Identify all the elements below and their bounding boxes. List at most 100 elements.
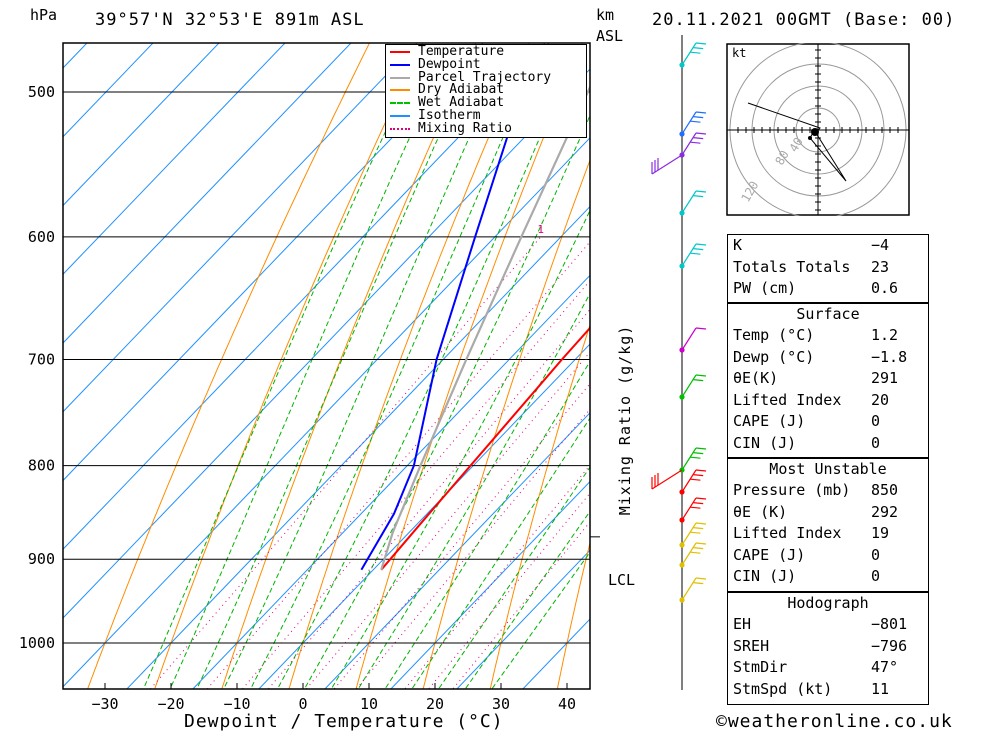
- parcel-trajectory-series: [380, 84, 590, 571]
- hodograph-stats-box: Hodograph EH −801 SREH −796 StmDir 47° StmSpd …: [727, 592, 929, 705]
- info-label: Lifted Index: [733, 390, 842, 409]
- indices-box: K −4 Totals Totals 23 PW (cm) 0.6: [727, 234, 929, 303]
- info-row: K −4: [728, 235, 928, 257]
- temperature-series: [380, 326, 590, 571]
- wind-barb-feather: [693, 502, 704, 505]
- wet-adiabat-line: [196, 43, 482, 689]
- legend-swatch: [390, 63, 410, 66]
- wind-barb-icon: [681, 447, 707, 471]
- wind-barb-feather: [693, 137, 704, 140]
- hodograph-ring-label: 40: [786, 135, 805, 155]
- info-value: 0: [871, 567, 881, 585]
- info-value: 47°: [871, 658, 899, 676]
- info-row: StmSpd (kt) 11: [728, 679, 928, 701]
- mixing-ratio-line: [149, 236, 542, 689]
- pressure-tick-label: 900: [28, 550, 55, 568]
- wind-barb-feather: [693, 116, 704, 119]
- copyright[interactable]: ©weatheronline.co.uk: [716, 711, 953, 732]
- info-row: θE(K) 291: [728, 368, 928, 390]
- dry-adiabat-line: [87, 43, 371, 689]
- isotherm-line: [63, 137, 590, 688]
- isotherm-line: [63, 43, 484, 482]
- location-title: 39°57'N 32°53'E 891m ASL: [95, 10, 365, 30]
- info-row: EH −801: [728, 614, 928, 636]
- wind-barb-icon: [681, 497, 707, 521]
- info-label: StmSpd (kt): [733, 679, 833, 698]
- mixing-ratio-tick-label: 1: [537, 223, 544, 236]
- wet-adiabat-line: [384, 360, 590, 689]
- wind-barb-feather: [693, 47, 704, 50]
- wind-barb-feather: [695, 42, 707, 45]
- wind-barb-staff: [681, 327, 697, 351]
- wind-barb-feather: [695, 111, 707, 114]
- info-row: CAPE (J) 0: [728, 411, 928, 433]
- wind-barb-feather: [690, 456, 701, 459]
- dewpoint-series: [360, 91, 523, 571]
- legend-swatch: [390, 115, 410, 117]
- info-value: −1.8: [871, 347, 908, 366]
- most-unstable-box: Most Unstable Pressure (mb) 850 θE (K) 292 L…: [727, 458, 929, 592]
- wind-barb-icon: [681, 42, 707, 66]
- isotherm-line: [324, 412, 590, 689]
- wind-barb-feather: [695, 469, 707, 472]
- isotherm-line: [63, 43, 88, 69]
- surface-box: Surface Temp (°C) 1.2 Dewp (°C) −1.8 θE(K) 29…: [727, 303, 929, 458]
- isotherm-line: [63, 43, 220, 207]
- info-row: Temp (°C) 1.2: [728, 325, 928, 347]
- wind-barb-feather: [690, 551, 701, 554]
- mixing-ratio-tick-label: 2: [591, 223, 598, 236]
- isotherm-line: [63, 43, 550, 550]
- info-row: Lifted Index 20: [728, 390, 928, 412]
- info-label: PW (cm): [733, 279, 797, 297]
- info-value: 292: [871, 502, 899, 521]
- wind-profile: [651, 35, 707, 690]
- wet-adiabat-line: [303, 114, 590, 689]
- dry-adiabat-line: [154, 43, 424, 689]
- info-value: −801: [871, 615, 908, 633]
- dry-adiabat-line: [288, 43, 530, 689]
- info-label: Pressure (mb): [733, 481, 851, 499]
- info-label: CAPE (J): [733, 545, 806, 564]
- legend-label: Dewpoint: [418, 56, 481, 72]
- skew-t-chart: 12346810162025 4005006007008009001000−30…: [19, 42, 600, 713]
- wind-barb-staff: [681, 190, 697, 214]
- info-value: 23: [871, 257, 890, 276]
- asl-label: ASL: [596, 27, 624, 45]
- wind-barb-icon: [681, 190, 707, 214]
- wind-barb-icon: [651, 154, 683, 175]
- wind-barb-feather: [693, 195, 704, 198]
- x-tick-label: 20: [426, 695, 444, 713]
- legend-label: Temperature: [418, 44, 505, 59]
- info-value: 1.2: [871, 326, 899, 344]
- wind-barb-feather: [695, 374, 707, 377]
- legend-swatch: [390, 127, 410, 130]
- wind-barb-feather: [690, 478, 701, 481]
- info-label: StmDir: [733, 658, 788, 676]
- dry-adiabat-line: [489, 323, 590, 689]
- legend-label: Isotherm: [418, 108, 481, 123]
- wind-barb-feather: [695, 243, 707, 246]
- legend-swatch: [390, 102, 410, 105]
- wind-barb-staff: [681, 469, 697, 493]
- info-value: 20: [871, 390, 890, 409]
- datetime-label: 20.11.2021 00GMT (Base: 00): [652, 10, 956, 30]
- dry-adiabat-line: [422, 158, 590, 689]
- legend-label: Dry Adiabat: [418, 82, 505, 98]
- info-row: Pressure (mb) 850: [728, 480, 928, 502]
- chart-legend: Temperature Dewpoint Parcel Trajectory Dry …: [385, 44, 587, 138]
- wind-barb-feather: [693, 379, 704, 382]
- info-label: θE (K): [733, 502, 788, 521]
- wet-adiabat-line: [464, 510, 590, 689]
- wind-barb-feather: [695, 447, 707, 450]
- info-row: Lifted Index 19: [728, 523, 928, 545]
- wind-barb-feather: [690, 252, 701, 255]
- mixing-ratio-line: [206, 241, 590, 689]
- isotherm-line: [63, 43, 352, 344]
- x-tick-label: −10: [223, 695, 250, 713]
- info-row: CIN (J) 0: [728, 566, 928, 588]
- wind-barb-feather: [690, 141, 701, 144]
- isotherm-line: [126, 205, 590, 689]
- info-value: 0.6: [871, 279, 899, 297]
- dry-adiabat-line: [556, 540, 590, 689]
- legend-item: Parcel Trajectory: [390, 71, 551, 84]
